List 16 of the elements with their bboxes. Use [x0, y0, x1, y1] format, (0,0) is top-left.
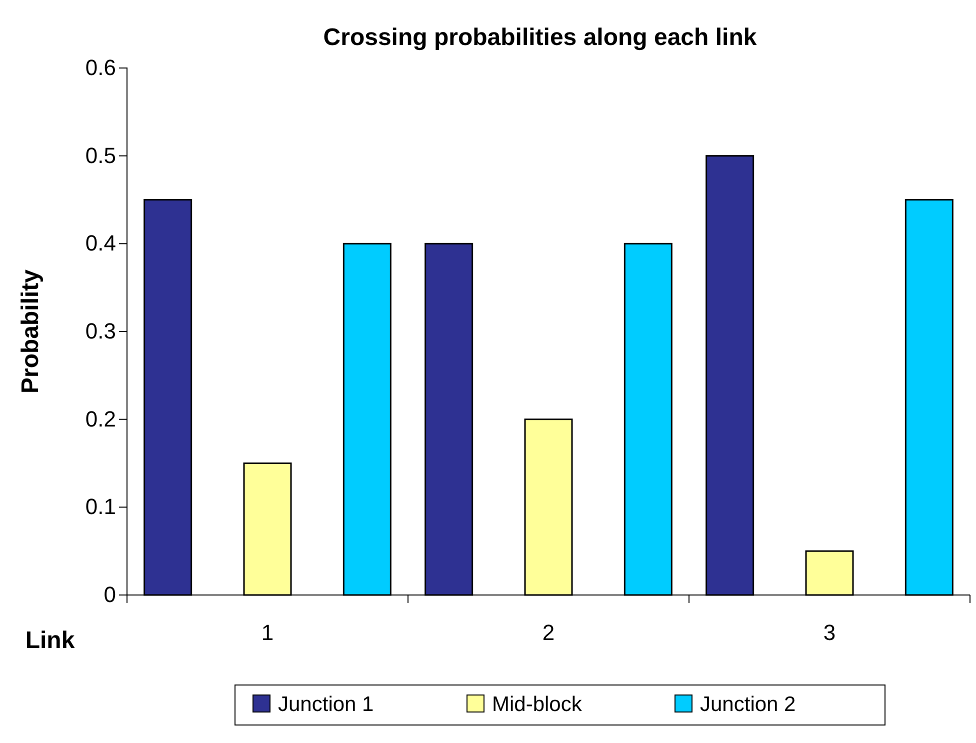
y-tick-label: 0.6 — [85, 55, 116, 80]
legend-label: Junction 2 — [700, 693, 796, 716]
x-tick-label: 3 — [823, 620, 836, 645]
y-tick-label: 0 — [104, 582, 116, 608]
legend-label: Mid-block — [492, 693, 582, 716]
y-tick-label: 0.1 — [85, 494, 116, 520]
y-tick-label: 0.2 — [85, 406, 116, 432]
y-tick-label: 0.4 — [85, 230, 116, 256]
y-tick-label: 0.5 — [85, 142, 116, 168]
y-axis-title: Probability — [17, 268, 44, 394]
x-tick-label: 2 — [542, 620, 555, 645]
x-tick-label: 1 — [261, 620, 274, 645]
legend-label: Junction 1 — [278, 693, 374, 716]
y-tick-label: 0.3 — [85, 318, 116, 344]
chart-title: Crossing probabilities along each link — [323, 24, 758, 51]
x-axis-title: Link — [25, 627, 76, 654]
